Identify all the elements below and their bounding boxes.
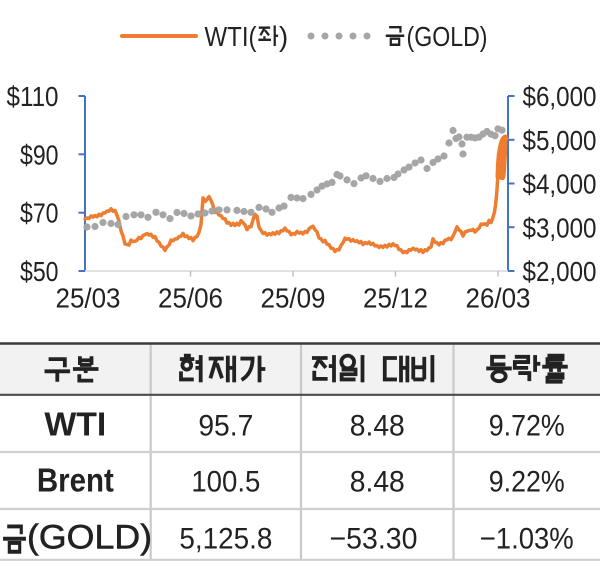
svg-text:8.48: 8.48: [350, 466, 405, 499]
svg-text:25/03: 25/03: [56, 283, 121, 314]
svg-text:$50: $50: [20, 256, 59, 287]
svg-text:$110: $110: [7, 81, 59, 112]
svg-text:$90: $90: [20, 139, 59, 170]
svg-text:$4,000: $4,000: [523, 169, 597, 200]
svg-text:25/09: 25/09: [261, 283, 326, 314]
svg-text:25/06: 25/06: [158, 283, 223, 314]
svg-text:9.72%: 9.72%: [489, 409, 565, 442]
svg-text:$6,000: $6,000: [523, 81, 597, 112]
svg-text:$2,000: $2,000: [523, 256, 597, 287]
svg-text:−53.30: −53.30: [330, 522, 418, 555]
svg-text:25/12: 25/12: [363, 283, 428, 314]
svg-text:$70: $70: [20, 198, 59, 229]
svg-text:$3,000: $3,000: [523, 212, 597, 243]
svg-text:100.5: 100.5: [191, 466, 260, 499]
svg-text:8.48: 8.48: [350, 409, 405, 442]
svg-text:WTI(: WTI(: [205, 21, 257, 52]
svg-text:−1.03%: −1.03%: [480, 522, 574, 555]
svg-text:$5,000: $5,000: [523, 125, 597, 156]
svg-text:(GOLD): (GOLD): [407, 21, 488, 52]
svg-text:(GOLD): (GOLD): [27, 518, 152, 556]
svg-text:WTI: WTI: [44, 405, 106, 442]
svg-text:Brent: Brent: [37, 462, 114, 499]
svg-text:9.22%: 9.22%: [489, 466, 565, 499]
svg-text:5,125.8: 5,125.8: [179, 522, 272, 555]
svg-text:): ): [279, 21, 288, 52]
svg-text:95.7: 95.7: [198, 409, 253, 442]
svg-text:26/03: 26/03: [466, 283, 531, 314]
